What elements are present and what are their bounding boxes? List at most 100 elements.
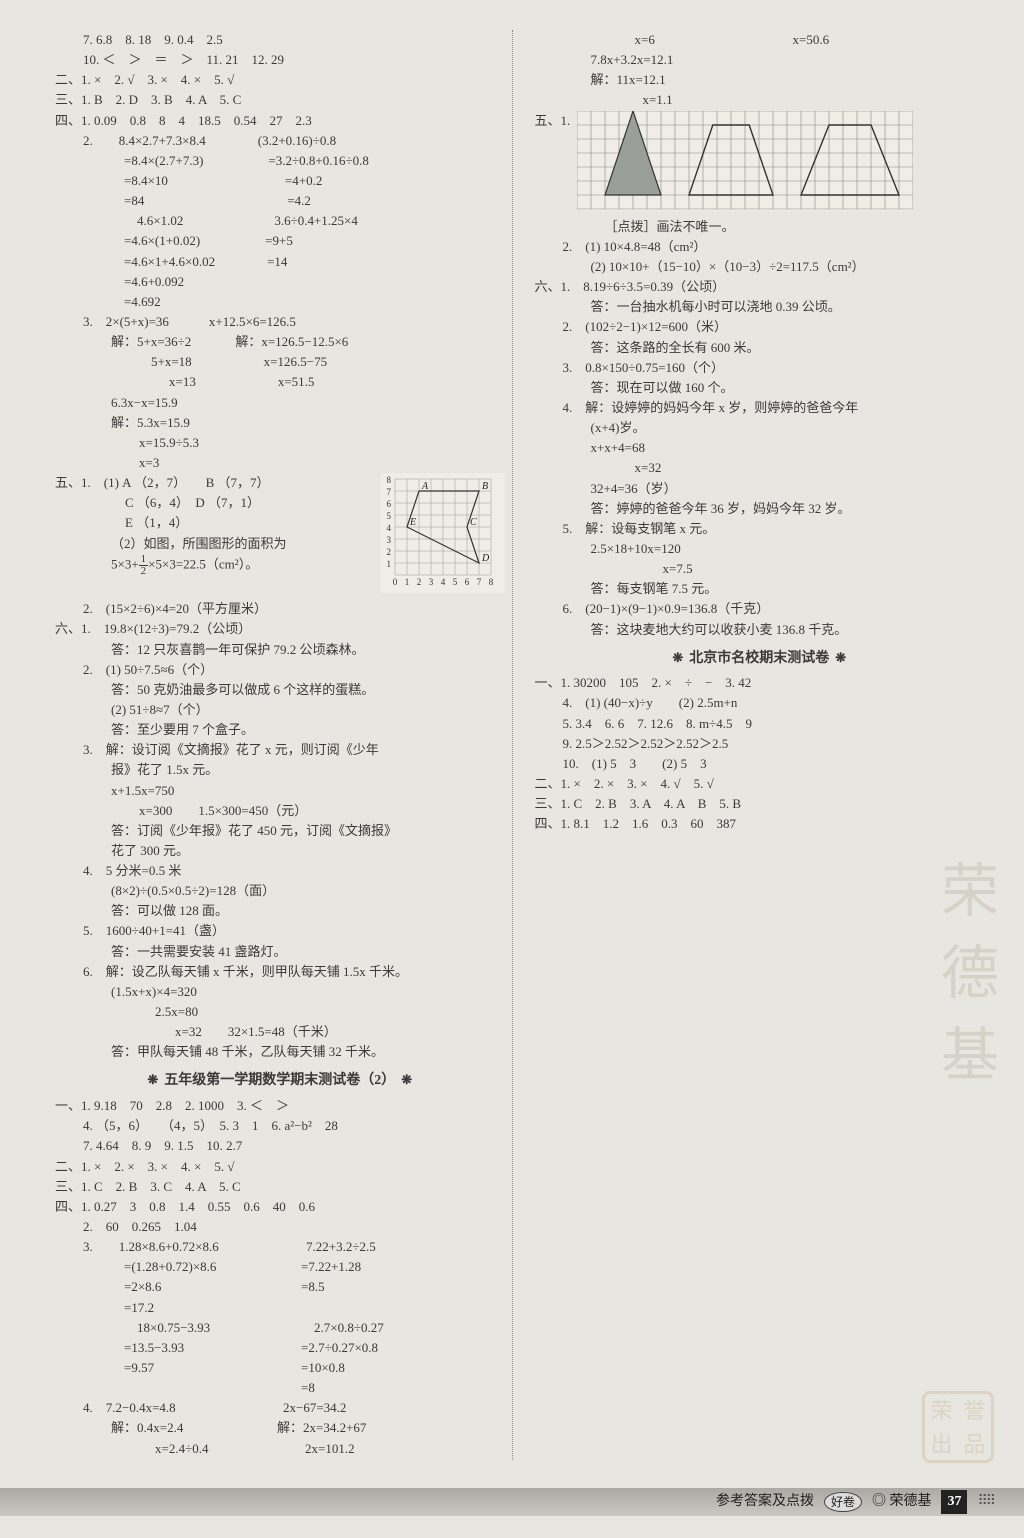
li: (8×2)÷(0.5×0.5÷2)=128（面） xyxy=(55,881,505,901)
svg-text:6: 6 xyxy=(464,577,469,587)
svg-text:2: 2 xyxy=(386,547,391,557)
li: 答：这块麦地大约可以收获小麦 136.8 千克。 xyxy=(535,620,985,640)
li: 六、1. 19.8×(12÷3)=79.2（公顷） xyxy=(55,619,505,639)
li: 答：甲队每天铺 48 千米，乙队每天铺 32 千米。 xyxy=(55,1042,505,1062)
li: 答：婷婷的爸爸今年 36 岁，妈妈今年 32 岁。 xyxy=(535,499,985,519)
footer: 参考答案及点拨 好卷 ◎ 荣德基 37 ⠿⠿ xyxy=(0,1488,1024,1516)
svg-text:7: 7 xyxy=(386,487,391,497)
li: C （6，4） D （7，1） xyxy=(55,493,381,513)
li: x+1.5x=750 xyxy=(55,781,505,801)
li: 2.5×18+10x=120 xyxy=(535,539,985,559)
svg-text:3: 3 xyxy=(386,535,391,545)
li: 二、1. × 2. √ 3. × 4. × 5. √ xyxy=(55,70,505,90)
li: x=13x=51.5 xyxy=(55,372,505,392)
li: 6.3x−x=15.9 xyxy=(55,393,505,413)
li: x=300 1.5×300=450（元） xyxy=(55,801,505,821)
pentagon-graph: 87654321012345678ABCED xyxy=(381,473,505,599)
li: x=7.5 xyxy=(535,559,985,579)
shapes-grid xyxy=(577,111,913,217)
li: 花了 300 元。 xyxy=(55,841,505,861)
li: 2. (15×2÷6)×4=20（平方厘米） xyxy=(55,599,505,619)
li: 答：一共需要安装 41 盏路灯。 xyxy=(55,942,505,962)
li: 4. 解：设婷婷的妈妈今年 x 岁，则婷婷的爸爸今年 xyxy=(535,398,985,418)
svg-text:4: 4 xyxy=(386,523,391,533)
li: 六、1. 8.19÷6÷3.5=0.39（公顷） xyxy=(535,277,985,297)
svg-text:E: E xyxy=(409,517,416,528)
li: 5×3+12×5×3=22.5（cm²）。 xyxy=(55,554,381,577)
li: (1.5x+x)×4=320 xyxy=(55,982,505,1002)
li: =17.2 xyxy=(55,1298,505,1318)
li: 5+x=18x=126.5−75 xyxy=(55,352,505,372)
li: 10. (1) 5 3 (2) 5 3 xyxy=(535,754,985,774)
li: 答：12 只灰喜鹊一年可保护 79.2 公顷森林。 xyxy=(55,640,505,660)
li: 一、1. 30200 105 2. × ÷ − 3. 42 xyxy=(535,673,985,693)
li: =8.4×(2.7+7.3) =3.2÷0.8+0.16÷0.8 xyxy=(55,151,505,171)
li: 解：5+x=36÷2解：x=126.5−12.5×6 xyxy=(55,332,505,352)
li: 18×0.75−3.93 2.7×0.8÷0.27 xyxy=(55,1318,505,1338)
svg-text:4: 4 xyxy=(440,577,445,587)
li: =4.692 xyxy=(55,292,505,312)
li: 5. 解：设每支钢笔 x 元。 xyxy=(535,519,985,539)
li: 32+4=36（岁） xyxy=(535,479,985,499)
dots-icon: ⠿⠿ xyxy=(977,1491,994,1513)
li: 5. 1600÷40+1=41（盏） xyxy=(55,921,505,941)
li: 一、1. 9.18 70 2.8 2. 1000 3. ＜ ＞ xyxy=(55,1096,505,1116)
li: 解：5.3x=15.9 xyxy=(55,413,505,433)
li: 7. 6.8 8. 18 9. 0.4 2.5 xyxy=(55,30,505,50)
li: 答：至少要用 7 个盒子。 xyxy=(55,720,505,740)
svg-text:1: 1 xyxy=(404,577,409,587)
li: x=32 xyxy=(535,458,985,478)
page-number: 37 xyxy=(941,1490,967,1514)
li: 答：订阅《少年报》花了 450 元，订阅《文摘报》 xyxy=(55,821,505,841)
svg-text:C: C xyxy=(470,517,477,528)
li: 答：现在可以做 160 个。 xyxy=(535,378,985,398)
li: 4. 7.2−0.4x=4.82x−67=34.2 xyxy=(55,1398,505,1418)
svg-text:5: 5 xyxy=(452,577,457,587)
li: 答：50 克奶油最多可以做成 6 个这样的蛋糕。 xyxy=(55,680,505,700)
svg-text:8: 8 xyxy=(386,475,391,485)
svg-text:1: 1 xyxy=(386,559,391,569)
li: 五、1. xyxy=(535,111,577,131)
svg-text:0: 0 xyxy=(392,577,397,587)
li: 5. 3.4 6. 6 7. 12.6 8. m÷4.5 9 xyxy=(535,714,985,734)
li: 2. (1) 10×4.8=48（cm²） xyxy=(535,237,985,257)
li: 解：0.4x=2.4解：2x=34.2+67 xyxy=(55,1418,505,1438)
li: (2) 51÷8≈7（个） xyxy=(55,700,505,720)
svg-text:8: 8 xyxy=(488,577,493,587)
li: 四、1. 8.1 1.2 1.6 0.3 60 387 xyxy=(535,814,985,834)
li: 3. 解：设订阅《文摘报》花了 x 元，则订阅《少年 xyxy=(55,740,505,760)
li: 10. ＜ ＞ ＝ ＞ 11. 21 12. 29 xyxy=(55,50,505,70)
svg-text:3: 3 xyxy=(428,577,433,587)
li: =2×8.6=8.5 xyxy=(55,1277,505,1297)
li: 报》花了 1.5x 元。 xyxy=(55,760,505,780)
li: 6. 解：设乙队每天铺 x 千米，则甲队每天铺 1.5x 千米。 xyxy=(55,962,505,982)
li: (2) 10×10+（15−10）×（10−3）÷2=117.5（cm²） xyxy=(535,257,985,277)
li: x=6x=50.6 xyxy=(535,30,985,50)
li: 答：每支钢笔 7.5 元。 xyxy=(535,579,985,599)
li: x=15.9÷5.3 xyxy=(55,433,505,453)
li: 五、1. (1) A （2，7） B （7，7） xyxy=(55,473,381,493)
li: 三、1. B 2. D 3. B 4. A 5. C xyxy=(55,90,505,110)
li: =13.5−3.93=2.7÷0.27×0.8 xyxy=(55,1338,505,1358)
li: =4.6×1+4.6×0.02 =14 xyxy=(55,252,505,272)
footer-brand: ◎ 荣德基 xyxy=(872,1491,932,1513)
li: 解：11x=12.1 xyxy=(535,70,985,90)
li: 4.6×1.02 3.6÷0.4+1.25×4 xyxy=(55,211,505,231)
li: 4. （5，6） （4，5） 5. 3 1 6. a²−b² 28 xyxy=(55,1116,505,1136)
li: x=3 xyxy=(55,453,505,473)
svg-text:B: B xyxy=(482,481,488,492)
li: 四、1. 0.09 0.8 8 4 18.5 0.54 27 2.3 xyxy=(55,111,505,131)
li: =(1.28+0.72)×8.6=7.22+1.28 xyxy=(55,1257,505,1277)
svg-text:7: 7 xyxy=(476,577,481,587)
test-title-2: 北京市名校期末测试卷 xyxy=(535,648,985,670)
li: 答：可以做 128 面。 xyxy=(55,901,505,921)
li: 2. (102÷2−1)×12=600（米） xyxy=(535,317,985,337)
li: 3. 1.28×8.6+0.72×8.6 7.22+3.2÷2.5 xyxy=(55,1237,505,1257)
li: x=1.1 xyxy=(535,90,985,110)
svg-text:2: 2 xyxy=(416,577,421,587)
li: =4.6×(1+0.02) =9+5 xyxy=(55,231,505,251)
footer-label: 参考答案及点拨 xyxy=(716,1491,814,1513)
li: 二、1. × 2. × 3. × 4. × 5. √ xyxy=(55,1157,505,1177)
li: 4. (1) (40−x)÷y (2) 2.5m+n xyxy=(535,693,985,713)
svg-text:D: D xyxy=(481,553,490,564)
